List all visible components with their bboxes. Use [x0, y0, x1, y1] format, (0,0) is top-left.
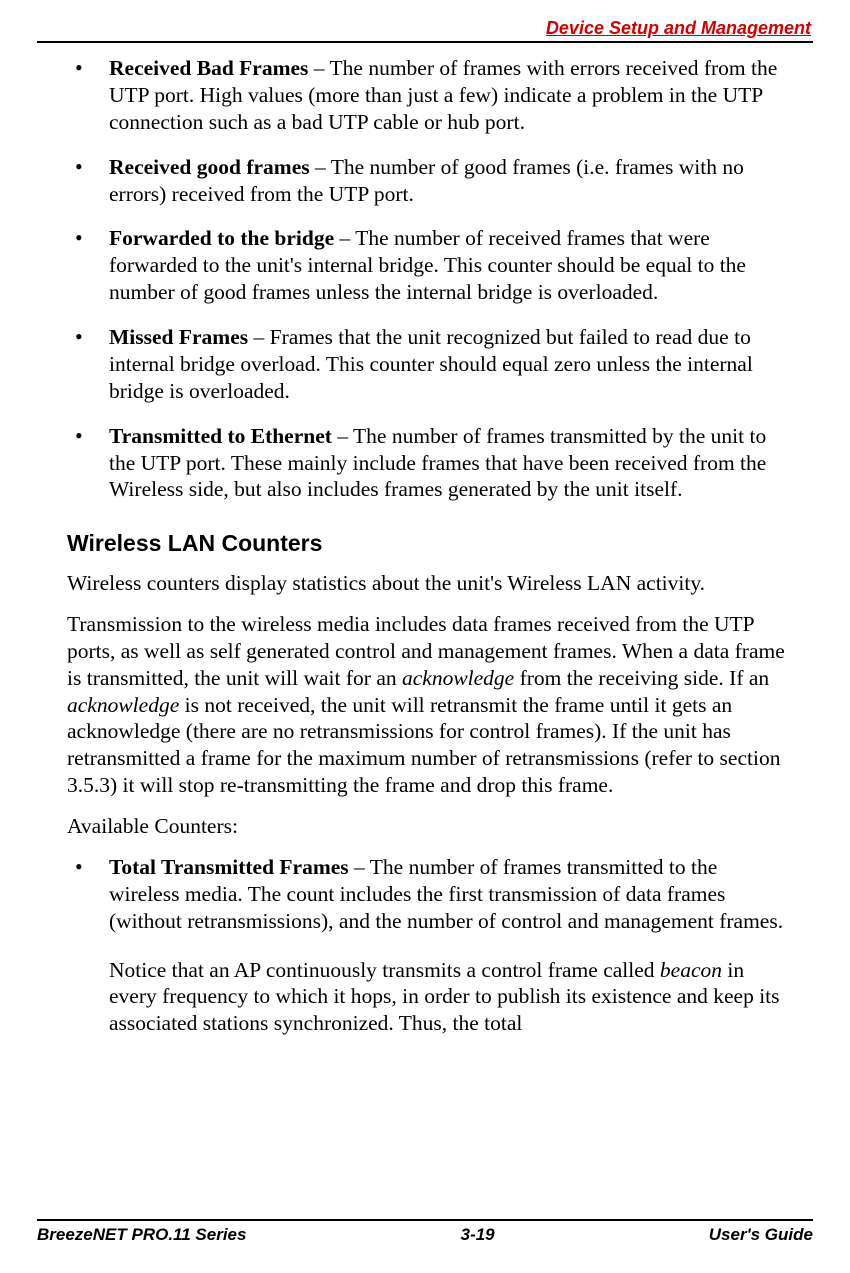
- list-item: Received Bad Frames – The number of fram…: [67, 55, 791, 136]
- ethernet-counters-list: Received Bad Frames – The number of fram…: [67, 55, 791, 503]
- italic-text: acknowledge: [67, 693, 179, 717]
- term: Missed Frames: [109, 325, 248, 349]
- text: from the receiving side. If an: [514, 666, 769, 690]
- paragraph: Available Counters:: [67, 813, 791, 840]
- list-item: Forwarded to the bridge – The number of …: [67, 225, 791, 306]
- term: Received Bad Frames: [109, 56, 308, 80]
- page-content: Received Bad Frames – The number of fram…: [37, 43, 813, 1037]
- footer-right: User's Guide: [709, 1225, 813, 1245]
- list-item: Missed Frames – Frames that the unit rec…: [67, 324, 791, 405]
- term: Forwarded to the bridge: [109, 226, 334, 250]
- term: Transmitted to Ethernet: [109, 424, 332, 448]
- page: Device Setup and Management Received Bad…: [0, 0, 850, 1273]
- paragraph: Transmission to the wireless media inclu…: [67, 611, 791, 799]
- section-heading: Wireless LAN Counters: [67, 529, 791, 558]
- footer-row: BreezeNET PRO.11 Series 3-19 User's Guid…: [37, 1225, 813, 1245]
- header-title: Device Setup and Management: [546, 18, 811, 38]
- list-item: Total Transmitted Frames – The number of…: [67, 854, 791, 935]
- list-item: Received good frames – The number of goo…: [67, 154, 791, 208]
- term: Received good frames: [109, 155, 310, 179]
- list-item: Transmitted to Ethernet – The number of …: [67, 423, 791, 504]
- footer-divider: [37, 1219, 813, 1221]
- footer-center: 3-19: [461, 1225, 495, 1245]
- wlan-counters-list: Total Transmitted Frames – The number of…: [67, 854, 791, 935]
- footer-left: BreezeNET PRO.11 Series: [37, 1225, 246, 1245]
- text: Notice that an AP continuously transmits…: [109, 958, 660, 982]
- term: Total Transmitted Frames: [109, 855, 349, 879]
- italic-text: beacon: [660, 958, 722, 982]
- page-header: Device Setup and Management: [37, 0, 813, 39]
- note-paragraph: Notice that an AP continuously transmits…: [67, 957, 791, 1038]
- italic-text: acknowledge: [402, 666, 514, 690]
- page-footer: BreezeNET PRO.11 Series 3-19 User's Guid…: [37, 1219, 813, 1245]
- paragraph: Wireless counters display statistics abo…: [67, 570, 791, 597]
